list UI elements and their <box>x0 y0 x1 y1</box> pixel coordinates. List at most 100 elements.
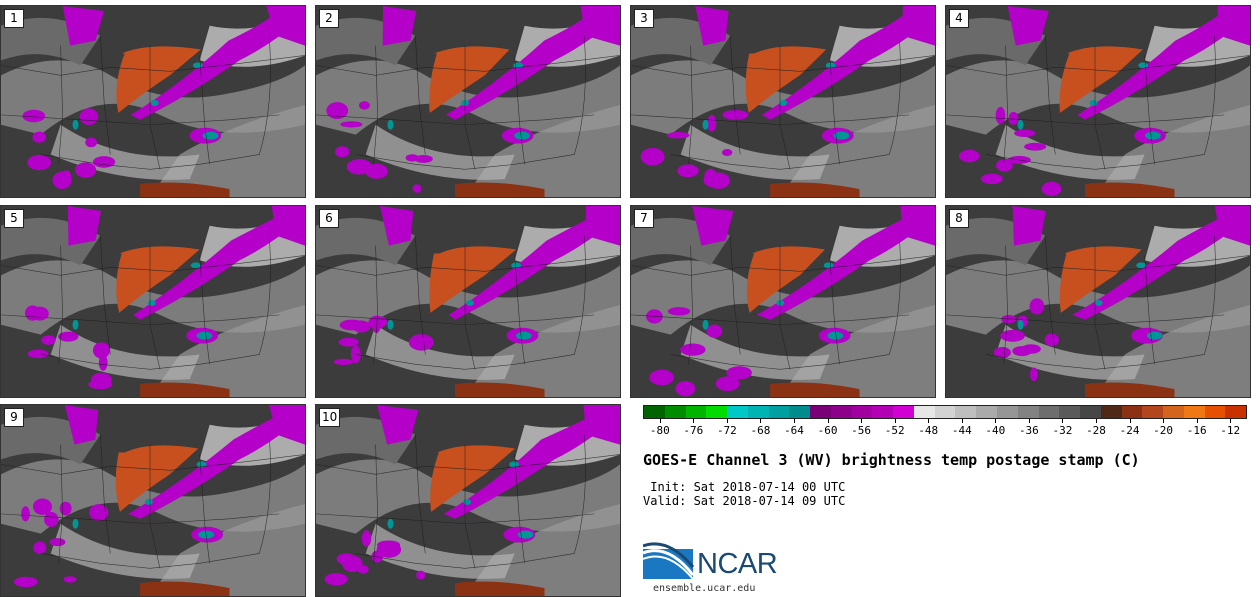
wv-map <box>1 405 305 596</box>
wv-map <box>1 206 305 397</box>
tick-mark <box>827 419 829 423</box>
panel-number: 9 <box>4 408 24 427</box>
wv-map <box>316 206 620 397</box>
colorbar-cell <box>1038 406 1060 418</box>
panel-10: 10 <box>315 404 621 597</box>
colorbar-cell <box>1080 406 1101 418</box>
tick-label: -76 <box>683 424 704 437</box>
panel-4: 4 <box>945 5 1251 198</box>
colorbar-cell <box>1017 406 1039 418</box>
tick-mark <box>1163 419 1165 423</box>
colorbar-cell <box>727 406 748 418</box>
tick-label: -40 <box>985 424 1006 437</box>
tick-mark <box>1028 419 1030 423</box>
colorbar-cell <box>934 406 956 418</box>
colorbar-cell <box>976 406 998 418</box>
tick-label: -24 <box>1119 424 1140 437</box>
colorbar-cell <box>1121 406 1143 418</box>
tick-mark <box>928 419 930 423</box>
tick-label: -28 <box>1086 424 1106 437</box>
colorbar-ticks: -80 -76 -72 -68 -64 -60 -56 -52 -48 -44 -40 -36 -32-… <box>643 419 1247 439</box>
tick-label: -48 <box>918 424 939 437</box>
tick-mark <box>659 419 661 423</box>
colorbar-cell <box>747 406 769 418</box>
site-url: ensemble.ucar.edu <box>653 583 756 594</box>
colorbar-cell <box>872 406 894 418</box>
tick-label: -32 <box>1052 424 1073 437</box>
tick-label: -64 <box>784 424 804 437</box>
panel-number: 4 <box>949 9 969 28</box>
tick-label: -60 <box>817 424 838 437</box>
colorbar-cell <box>768 406 790 418</box>
tick-label: -20 <box>1153 424 1174 437</box>
colorbar-cell <box>830 406 852 418</box>
panel-8: 8 <box>945 205 1251 398</box>
wv-map <box>631 6 935 197</box>
valid-time: Valid: Sat 2018-07-14 09 UTC <box>643 494 846 508</box>
tick-label: -72 <box>716 424 737 437</box>
tick-mark <box>1129 419 1131 423</box>
panel-9: 9 <box>0 404 306 597</box>
wv-map <box>631 206 935 397</box>
tick-label: -52 <box>884 424 905 437</box>
tick-mark <box>1096 419 1097 423</box>
colorbar-cell <box>789 406 811 418</box>
colorbar-cell <box>1183 406 1205 418</box>
panel-number: 3 <box>634 9 654 28</box>
tick-mark <box>961 419 963 423</box>
panel-2: 2 <box>315 5 621 198</box>
colorbar-cell <box>1225 406 1247 418</box>
ncar-logo-text: NCAR <box>697 548 778 580</box>
panel-1: 1 <box>0 5 306 198</box>
colorbar-cell <box>1204 406 1226 418</box>
panel-5: 5 <box>0 205 306 398</box>
ncar-logo <box>642 541 793 583</box>
panel-7: 7 <box>630 205 936 398</box>
colorbar-cell <box>893 406 914 418</box>
panel-number: 1 <box>4 9 24 28</box>
init-time: Init: Sat 2018-07-14 00 UTC <box>643 480 846 494</box>
wv-map <box>1 6 305 197</box>
colorbar-cell <box>913 406 935 418</box>
colorbar-cell <box>664 406 686 418</box>
colorbar-cell <box>685 406 707 418</box>
panel-number: 6 <box>319 209 339 228</box>
tick-mark <box>794 419 795 423</box>
wv-map <box>946 206 1250 397</box>
tick-mark <box>861 419 863 423</box>
panel-6: 6 <box>315 205 621 398</box>
tick-label: -56 <box>851 424 872 437</box>
colorbar-cell <box>851 406 873 418</box>
panel-3: 3 <box>630 5 936 198</box>
wv-map <box>316 6 620 197</box>
tick-label: -12 <box>1220 424 1241 437</box>
tick-mark <box>760 419 762 423</box>
tick-mark <box>693 419 695 423</box>
panel-number: 7 <box>634 209 654 228</box>
colorbar-cell <box>810 406 831 418</box>
colorbar <box>643 405 1247 419</box>
tick-mark <box>1230 419 1232 423</box>
tick-label: -80 <box>649 424 670 437</box>
tick-label: -68 <box>750 424 771 437</box>
panel-number: 5 <box>4 209 24 228</box>
tick-mark <box>995 419 997 423</box>
tick-mark <box>894 419 896 423</box>
colorbar-cell <box>1142 406 1164 418</box>
tick-mark <box>1062 419 1064 423</box>
wv-map <box>316 405 620 596</box>
tick-mark <box>726 419 728 423</box>
colorbar-cell <box>955 406 977 418</box>
colorbar-cell <box>1163 406 1184 418</box>
tick-mark <box>1196 419 1198 423</box>
tick-label: -36 <box>1018 424 1039 437</box>
tick-label: -44 <box>951 424 972 437</box>
colorbar-cell <box>644 406 665 418</box>
figure-title: GOES-E Channel 3 (WV) brightness temp po… <box>643 451 1140 469</box>
colorbar-cell <box>997 406 1018 418</box>
ncar-logo-icon <box>642 542 695 580</box>
tick-label: -16 <box>1186 424 1207 437</box>
colorbar-cell <box>1100 406 1122 418</box>
colorbar-cell <box>706 406 728 418</box>
colorbar-cell <box>1059 406 1081 418</box>
